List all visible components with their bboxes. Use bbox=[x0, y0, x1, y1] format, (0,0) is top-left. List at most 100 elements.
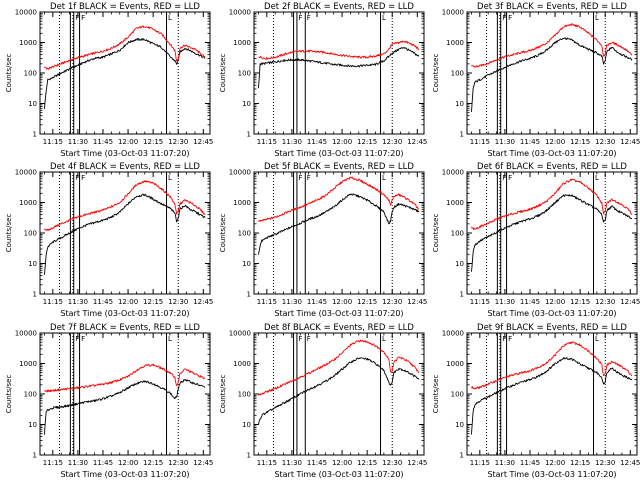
x-tick-label: 12:15 bbox=[143, 138, 163, 146]
y-axis-label: Counts/sec bbox=[219, 54, 227, 93]
marker-letter: F bbox=[298, 174, 302, 182]
y-tick-label: 1000 bbox=[233, 39, 251, 47]
x-tick-label: 11:45 bbox=[520, 138, 540, 146]
x-axis-label: Start Time (03-Oct-03 11:07:20) bbox=[487, 149, 616, 158]
series-lld-line bbox=[471, 341, 633, 390]
y-tick-label: 1000 bbox=[233, 360, 251, 368]
y-tick-label: 1000 bbox=[446, 39, 464, 47]
y-tick-label: 1 bbox=[460, 452, 464, 460]
plot-frame bbox=[253, 171, 425, 295]
x-tick-label: 12:30 bbox=[595, 138, 615, 146]
y-tick-label: 10 bbox=[455, 100, 464, 108]
marker-letter: F bbox=[81, 335, 85, 343]
x-tick-label: 11:15 bbox=[470, 459, 490, 467]
series-group bbox=[471, 341, 633, 435]
x-tick-label: 12:45 bbox=[620, 298, 640, 306]
marker-letter: F bbox=[307, 335, 311, 343]
x-tick-label: 12:15 bbox=[570, 298, 590, 306]
x-tick-label: 12:30 bbox=[168, 138, 188, 146]
series-lld-line bbox=[471, 178, 633, 231]
y-tick-label: 1000 bbox=[233, 199, 251, 207]
marker-letter: F bbox=[502, 335, 506, 343]
y-tick-label: 10000 bbox=[15, 9, 37, 17]
x-tick-label: 12:15 bbox=[143, 459, 163, 467]
marker-letter: L bbox=[595, 335, 599, 343]
y-tick-label: 100 bbox=[451, 70, 464, 78]
y-tick-label: 100 bbox=[451, 230, 464, 238]
y-tick-label: 100 bbox=[451, 391, 464, 399]
marker-letter: F bbox=[307, 14, 311, 22]
plot-frame bbox=[253, 11, 425, 135]
x-tick-label: 12:00 bbox=[545, 138, 565, 146]
x-tick-label: 11:30 bbox=[282, 298, 302, 306]
y-tick-label: 10000 bbox=[442, 330, 464, 338]
x-tick-label: 11:30 bbox=[495, 138, 515, 146]
series-events-line bbox=[258, 46, 420, 89]
marker-letter: F bbox=[81, 14, 85, 22]
marker-letter: F bbox=[81, 174, 85, 182]
y-tick-label: 1000 bbox=[446, 360, 464, 368]
y-tick-label: 10000 bbox=[15, 169, 37, 177]
y-tick-label: 10 bbox=[242, 260, 251, 268]
y-axis-label: Counts/sec bbox=[219, 375, 227, 414]
series-lld-line bbox=[258, 40, 420, 60]
y-tick-label: 10000 bbox=[442, 9, 464, 17]
y-tick-label: 1 bbox=[33, 131, 37, 139]
x-tick-label: 11:45 bbox=[93, 298, 113, 306]
x-tick-label: 12:00 bbox=[118, 138, 138, 146]
y-tick-label: 10 bbox=[455, 421, 464, 429]
y-tick-label: 10 bbox=[28, 260, 37, 268]
x-tick-label: 12:00 bbox=[118, 459, 138, 467]
y-tick-label: 10 bbox=[455, 260, 464, 268]
series-lld-line bbox=[471, 23, 633, 68]
x-tick-label: 12:15 bbox=[570, 138, 590, 146]
y-tick-label: 10000 bbox=[442, 169, 464, 177]
x-tick-label: 11:45 bbox=[307, 459, 327, 467]
x-tick-label: 12:30 bbox=[168, 459, 188, 467]
x-tick-label: 12:15 bbox=[570, 459, 590, 467]
chart-title: Det 6f BLACK = Events, RED = LLD bbox=[477, 162, 627, 172]
x-tick-label: 11:15 bbox=[257, 138, 277, 146]
y-tick-label: 1000 bbox=[446, 199, 464, 207]
y-tick-label: 10000 bbox=[229, 9, 251, 17]
x-tick-label: 12:30 bbox=[595, 298, 615, 306]
x-tick-label: 11:30 bbox=[495, 298, 515, 306]
y-tick-label: 100 bbox=[238, 70, 251, 78]
x-axis-label: Start Time (03-Oct-03 11:07:20) bbox=[60, 149, 189, 158]
x-tick-label: 11:45 bbox=[307, 138, 327, 146]
series-group bbox=[258, 339, 420, 425]
series-events-line bbox=[258, 357, 420, 425]
series-group bbox=[471, 178, 633, 272]
y-tick-label: 10000 bbox=[15, 330, 37, 338]
x-tick-label: 11:30 bbox=[282, 138, 302, 146]
y-tick-label: 10 bbox=[28, 100, 37, 108]
x-tick-label: 12:00 bbox=[332, 138, 352, 146]
marker-letter: F bbox=[298, 335, 302, 343]
y-tick-label: 1 bbox=[247, 452, 251, 460]
x-axis-label: Start Time (03-Oct-03 11:07:20) bbox=[274, 149, 403, 158]
y-axis-label: Counts/sec bbox=[5, 214, 13, 253]
plot-frame bbox=[39, 171, 211, 295]
y-tick-label: 1 bbox=[460, 131, 464, 139]
series-lld-line bbox=[44, 180, 206, 231]
marker-letter: F bbox=[508, 335, 512, 343]
x-tick-label: 11:45 bbox=[93, 138, 113, 146]
x-axis-label: Start Time (03-Oct-03 11:07:20) bbox=[60, 470, 189, 479]
x-tick-label: 12:15 bbox=[357, 459, 377, 467]
chart-panel-4: Det 4f BLACK = Events, RED = LLD Counts/s… bbox=[5, 162, 213, 318]
x-tick-label: 11:15 bbox=[257, 459, 277, 467]
y-tick-label: 1 bbox=[247, 131, 251, 139]
x-tick-label: 12:30 bbox=[382, 298, 402, 306]
y-tick-label: 1 bbox=[33, 452, 37, 460]
chart-title: Det 9f BLACK = Events, RED = LLD bbox=[477, 323, 627, 333]
y-tick-label: 1 bbox=[247, 291, 251, 299]
x-tick-label: 12:00 bbox=[545, 298, 565, 306]
x-tick-label: 11:15 bbox=[470, 138, 490, 146]
series-group bbox=[44, 180, 206, 275]
x-tick-label: 11:45 bbox=[307, 298, 327, 306]
marker-letter: F bbox=[298, 14, 302, 22]
x-tick-label: 12:45 bbox=[193, 459, 213, 467]
series-lld-line bbox=[258, 339, 420, 396]
series-events-line bbox=[44, 38, 206, 109]
